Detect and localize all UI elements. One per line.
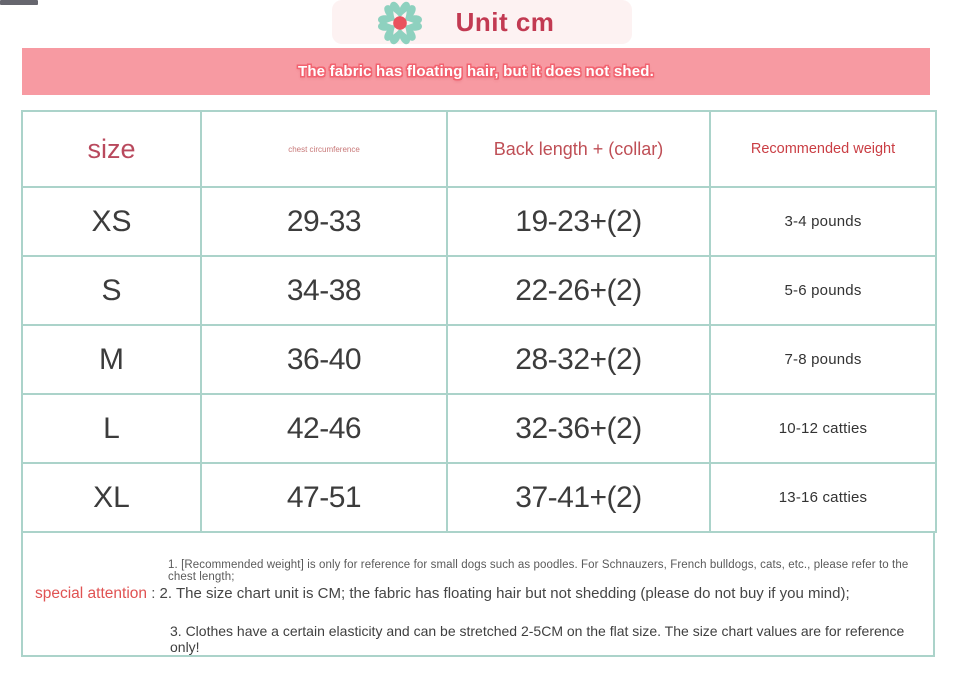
cell-weight: 7-8 pounds [709,324,937,395]
table-header-row: size chest circumference Back length + (… [21,110,937,188]
cell-size: XS [21,186,202,257]
cell-chest: 29-33 [200,186,448,257]
cell-back: 37-41+(2) [446,462,711,533]
col-header-back: Back length + (collar) [446,110,711,188]
cropped-text-artifact [0,0,38,5]
table-row-xl: XL 47-51 37-41+(2) 13-16 catties [21,462,937,533]
cell-back: 32-36+(2) [446,393,711,464]
note-separator: : [147,585,160,602]
table-row-xs: XS 29-33 19-23+(2) 3-4 pounds [21,186,937,257]
table-row-m: M 36-40 28-32+(2) 7-8 pounds [21,324,937,395]
cell-weight: 13-16 catties [709,462,937,533]
note-line-1: 1. [Recommended weight] is only for refe… [168,559,909,583]
table-row-s: S 34-38 22-26+(2) 5-6 pounds [21,255,937,326]
cell-back: 28-32+(2) [446,324,711,395]
fabric-warning-banner: The fabric has floating hair, but it doe… [22,48,930,95]
note-line-2: special attention : 2. The size chart un… [35,585,850,603]
fabric-warning-text: The fabric has floating hair, but it doe… [297,63,655,80]
flower-icon [375,0,425,48]
cell-chest: 34-38 [200,255,448,326]
cell-chest: 47-51 [200,462,448,533]
cell-weight: 10-12 catties [709,393,937,464]
cell-size: XL [21,462,202,533]
col-header-size: size [21,110,202,188]
cell-chest: 36-40 [200,324,448,395]
cell-weight: 3-4 pounds [709,186,937,257]
col-header-chest: chest circumference [200,110,448,188]
cell-weight: 5-6 pounds [709,255,937,326]
cell-size: M [21,324,202,395]
note-line-3: 3. Clothes have a certain elasticity and… [170,623,905,655]
special-attention-label: special attention [35,585,148,602]
cell-size: L [21,393,202,464]
special-attention-notes: 1. [Recommended weight] is only for refe… [21,531,935,657]
col-header-weight: Recommended weight [709,110,937,188]
cell-size: S [21,255,202,326]
page-title: Unit cm [455,6,555,37]
size-chart-table: size chest circumference Back length + (… [21,110,937,533]
table-row-l: L 42-46 32-36+(2) 10-12 catties [21,393,937,464]
cell-back: 19-23+(2) [446,186,711,257]
cell-chest: 42-46 [200,393,448,464]
cell-back: 22-26+(2) [446,255,711,326]
note-line-2-text: 2. The size chart unit is CM; the fabric… [159,585,850,602]
